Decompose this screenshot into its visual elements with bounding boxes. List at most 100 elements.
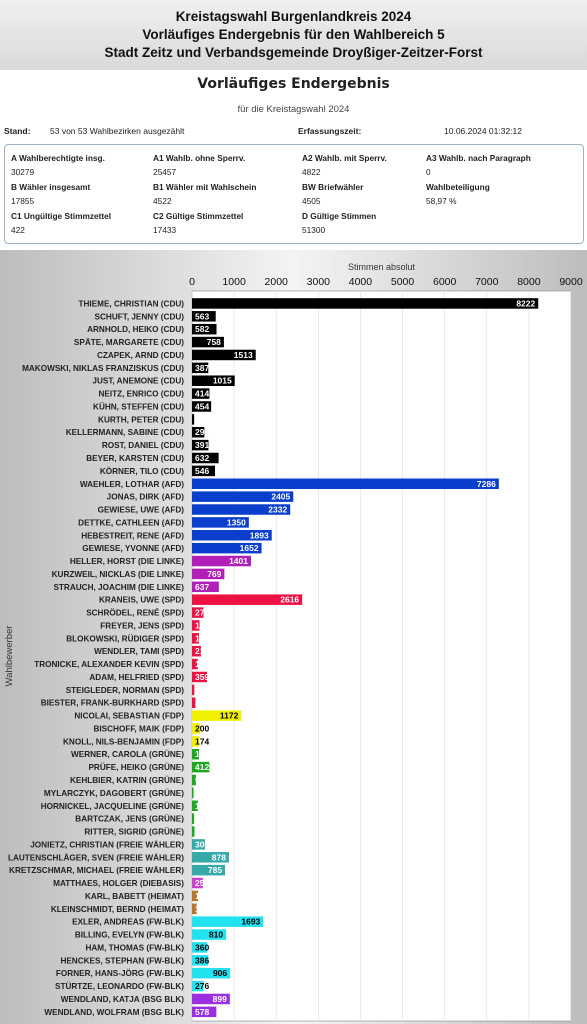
- candidate-label: GEWIESE, UWE (AFD): [98, 506, 185, 515]
- bar-value-label: 166: [195, 749, 209, 759]
- candidate-label: BARTCZAK, JENS (GRÜNE): [75, 814, 184, 824]
- x-tick-label: 0: [189, 276, 195, 288]
- candidate-label: NEITZ, ENRICO (CDU): [98, 390, 184, 399]
- vote-bar: [192, 761, 210, 773]
- bar-value-label: 51: [195, 414, 205, 424]
- bar-value-label: 276: [195, 981, 209, 991]
- vote-bar: [192, 736, 200, 747]
- vote-bar: [192, 401, 212, 412]
- candidate-label: STRAUCH, JOACHIM (DIE LINKE): [53, 583, 184, 592]
- vote-bar: [192, 748, 199, 760]
- candidate-label: TRONICKE, ALEXANDER KEVIN (SPD): [34, 660, 184, 669]
- header-region: Stadt Zeitz und Verbandsgemeinde Droyßig…: [104, 45, 483, 60]
- vote-bar: [192, 723, 201, 734]
- vote-bar: [192, 864, 226, 876]
- candidate-label: KLEINSCHMIDT, BERND (HEIMAT): [51, 905, 184, 914]
- erfassung-label: Erfassungszeit:: [298, 126, 362, 136]
- bar-value-label: 94: [195, 775, 205, 785]
- bar-value-label: 200: [195, 723, 209, 733]
- candidate-label: BISCHOFF, MAIK (FDP): [93, 724, 184, 733]
- vote-bar: [192, 658, 198, 670]
- candidate-label: DETTKE, CATHLEEN (AFD): [78, 518, 184, 527]
- candidate-label: KARL, BABETT (HEIMAT): [85, 892, 184, 901]
- x-tick-label: 1000: [222, 276, 246, 288]
- bar-value-label: 257: [195, 878, 209, 888]
- bar-value-label: 360: [195, 942, 209, 952]
- bar-value-label: 412: [195, 762, 209, 772]
- vote-bar: [192, 594, 303, 605]
- bar-value-label: 1172: [220, 711, 239, 721]
- candidate-label: WENDLAND, KATJA (BSG BLK): [61, 995, 185, 1004]
- candidate-label: ADAM, HELFRIED (SPD): [89, 673, 184, 682]
- candidate-label: STEIGLEDER, NORMAN (SPD): [66, 686, 185, 695]
- bar-value-label: 179: [195, 620, 209, 630]
- bar-value-label: 1513: [234, 350, 253, 360]
- bar-value-label: 306: [195, 839, 209, 849]
- candidate-label: FREYER, JENS (SPD): [100, 621, 184, 630]
- bar-value-label: 899: [213, 994, 227, 1004]
- vote-bar: [192, 323, 217, 335]
- vote-bar: [192, 530, 272, 541]
- bar-value-label: 1652: [240, 543, 259, 553]
- vote-bar: [192, 452, 219, 464]
- vote-bar: [192, 504, 291, 515]
- vote-bar: [192, 581, 219, 593]
- bar-value-label: 414: [195, 389, 209, 399]
- vote-bar: [192, 555, 251, 567]
- vote-bar: [192, 942, 208, 953]
- candidate-label: CZAPEK, ARND (CDU): [97, 351, 184, 360]
- x-tick-label: 6000: [433, 276, 457, 288]
- bar-value-label: 454: [195, 401, 209, 411]
- vote-bar: [192, 929, 227, 940]
- vote-bar: [192, 311, 216, 322]
- x-tick-label: 3000: [307, 276, 331, 288]
- bar-value-label: 386: [195, 955, 209, 965]
- bar-value-label: 138: [195, 801, 209, 811]
- candidate-label: HAM, THOMAS (FW-BLK): [85, 943, 184, 952]
- stat-c1: C1 Ungültige Stimmzettel 422: [11, 211, 112, 235]
- x-tick-label: 7000: [475, 276, 499, 288]
- vote-bar: [192, 967, 231, 979]
- vote-bar: [192, 916, 264, 927]
- vote-bar: [192, 955, 209, 966]
- stat-a1: A1 Wahlb. ohne Sperrv. 25457: [153, 153, 246, 177]
- bar-value-label: 274: [195, 608, 209, 618]
- bar-value-label: 174: [195, 736, 209, 746]
- stat-d: D Gültige Stimmen 51300: [302, 211, 377, 235]
- candidate-label: MAKOWSKI, NIKLAS FRANZISKUS (CDU): [22, 364, 184, 373]
- bar-value-label: 810: [209, 930, 223, 940]
- bar-value-label: 49: [195, 814, 205, 824]
- stat-b1: B1 Wähler mit Wahlschein 4522: [153, 182, 257, 206]
- candidate-label: SPÄTE, MARGARETE (CDU): [74, 337, 184, 347]
- bar-value-label: 212: [195, 646, 209, 656]
- vote-bar: [192, 980, 204, 992]
- x-tick-label: 5000: [391, 276, 415, 288]
- candidate-label: EXLER, ANDREAS (FW-BLK): [72, 918, 184, 927]
- votes-bar-chart: 0 1000 2000 3000 4000 5000 6000 7000 8000 9000 St…: [0, 250, 587, 1024]
- stat-b: B Wähler insgesamt 17855: [11, 182, 91, 206]
- vote-bar: [192, 426, 205, 438]
- bar-value-label: 59: [195, 827, 205, 837]
- bar-value-label: 563: [195, 311, 209, 321]
- bar-value-label: 293: [195, 427, 209, 437]
- vote-bar: [192, 414, 195, 425]
- candidate-label: WAEHLER, LOTHAR (AFD): [80, 480, 184, 489]
- vote-bar: [192, 787, 194, 799]
- candidate-label: ROST, DANIEL (CDU): [102, 441, 184, 450]
- candidate-label: MATTHAES, HOLGER (DIEBASIS): [53, 879, 184, 888]
- vote-bar: [192, 478, 499, 490]
- bar-value-label: 387: [195, 363, 209, 373]
- bar-value-label: 1015: [213, 376, 232, 386]
- statistics-panel: A Wahlberechtigte insg. 30279 A1 Wahlb. o…: [4, 144, 584, 244]
- plot-area: [191, 290, 572, 1022]
- x-tick-label: 9000: [559, 276, 583, 288]
- stat-a3: A3 Wahlb. nach Paragraph 0: [426, 153, 531, 177]
- vote-bar: [192, 826, 195, 837]
- bar-value-label: 1350: [227, 517, 246, 527]
- candidate-label: KNOLL, NILS-BENJAMIN (FDP): [63, 737, 184, 746]
- stand-label: Stand:: [4, 126, 31, 136]
- candidate-label: KURTH, PETER (CDU): [98, 415, 184, 424]
- stat-wahlbeteiligung: Wahlbeteiligung 58,97 %: [426, 182, 490, 206]
- vote-bar: [192, 298, 539, 309]
- x-tick-label: 8000: [517, 276, 541, 288]
